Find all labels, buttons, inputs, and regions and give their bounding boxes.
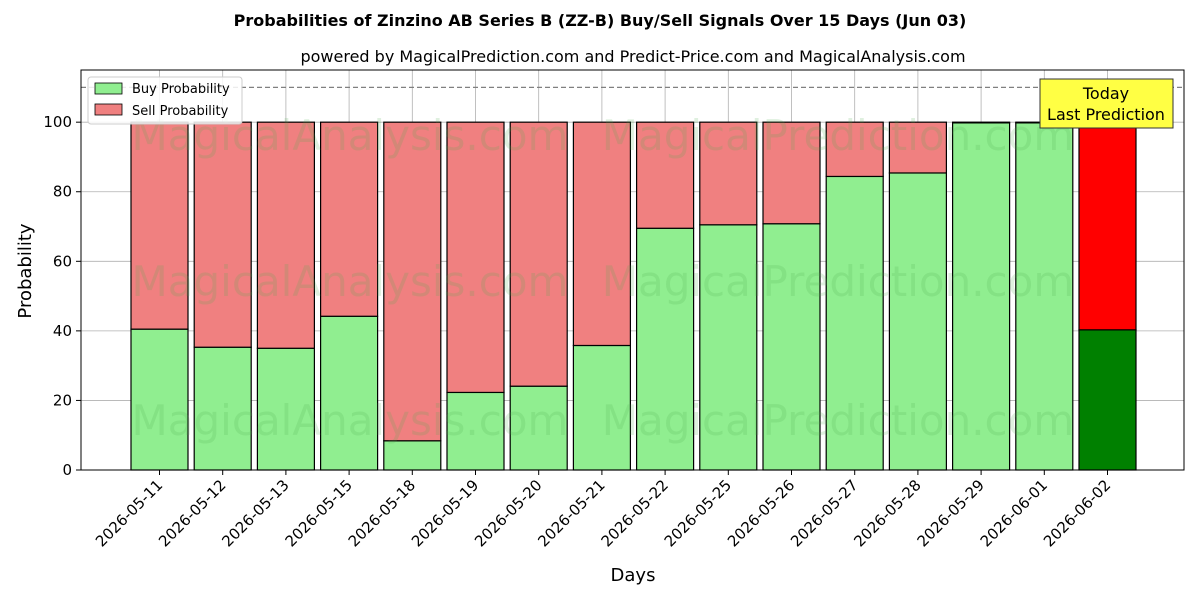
annotation-line-2: Last Prediction (1047, 105, 1165, 124)
x-tick-label-0: 2026-05-11 (92, 476, 166, 550)
watermarks: MagicalAnalysis.com MagicalPrediction.com… (132, 111, 1075, 445)
y-tick-label-3: 60 (53, 252, 72, 270)
bar-sell-2026-05-25 (699, 121, 758, 226)
y-tick-label-2: 40 (53, 322, 72, 340)
bar-buy-2026-05-19 (446, 391, 505, 471)
watermark-left-1: MagicalAnalysis.com (132, 257, 569, 306)
bars (130, 121, 1137, 471)
x-tick-label-9: 2026-05-25 (661, 476, 735, 550)
legend: Buy Probability Sell Probability (87, 76, 243, 125)
bar-buy-2026-05-18 (383, 440, 442, 471)
bar-buy-2026-06-01 (1015, 122, 1074, 471)
bar-sell-2026-05-20 (509, 121, 568, 387)
y-tick-label-5: 100 (43, 113, 72, 131)
legend-swatch-sell (94, 103, 123, 116)
y-tick-label-1: 20 (53, 391, 72, 409)
bar-buy-2026-05-25 (699, 224, 758, 471)
x-tick-label-14: 2026-06-01 (977, 476, 1051, 550)
bar-sell-2026-05-13 (256, 121, 315, 349)
legend-label-sell: Sell Probability (132, 104, 229, 119)
bar-buy-2026-05-22 (635, 227, 695, 471)
today-annotation: Today Last Prediction (1039, 78, 1174, 129)
x-tick-label-2: 2026-05-13 (218, 476, 292, 550)
x-tick-label-11: 2026-05-27 (787, 476, 861, 550)
bar-sell-2026-05-11 (130, 121, 189, 330)
x-tick-label-5: 2026-05-19 (408, 476, 482, 550)
x-tick-label-13: 2026-05-29 (914, 476, 988, 550)
bar-buy-2026-05-21 (572, 344, 632, 471)
bar-buy-2026-06-02 (1078, 329, 1137, 471)
watermark-right-1: MagicalPrediction.com (602, 257, 1075, 306)
bar-sell-2026-05-19 (446, 121, 505, 394)
annotation-line-1: Today (1082, 84, 1129, 103)
legend-label-buy: Buy Probability (132, 82, 230, 97)
watermark-right-0: MagicalPrediction.com (602, 111, 1075, 160)
x-tick-label-1: 2026-05-12 (155, 476, 229, 550)
x-tick-label-3: 2026-05-15 (282, 476, 356, 550)
bar-buy-2026-05-26 (762, 223, 821, 471)
bar-buy-2026-05-12 (193, 346, 252, 471)
watermark-right-2: MagicalPrediction.com (602, 396, 1075, 445)
y-tick-label-4: 80 (53, 183, 72, 201)
legend-swatch-buy (94, 82, 123, 95)
chart-subtitle: powered by MagicalPrediction.com and Pre… (300, 47, 965, 66)
chart-title: Probabilities of Zinzino AB Series B (ZZ… (234, 11, 967, 30)
x-tick-label-6: 2026-05-20 (471, 476, 545, 550)
x-tick-label-4: 2026-05-18 (345, 476, 419, 550)
watermark-left-2: MagicalAnalysis.com (132, 396, 569, 445)
bar-buy-2026-05-20 (509, 385, 568, 471)
bar-sell-2026-05-29 (951, 121, 1011, 124)
x-axis-label: Days (611, 565, 656, 586)
bar-sell-2026-05-21 (572, 121, 632, 347)
bar-sell-2026-05-15 (320, 121, 379, 317)
bar-sell-2026-06-02 (1078, 121, 1137, 331)
bar-sell-2026-05-27 (825, 121, 884, 178)
bar-sell-2026-05-22 (635, 121, 695, 229)
y-tick-label-0: 0 (62, 461, 72, 479)
x-axis: 2026-05-112026-05-122026-05-132026-05-15… (92, 470, 1114, 550)
x-tick-label-7: 2026-05-21 (534, 476, 608, 550)
bar-sell-2026-05-18 (383, 121, 442, 442)
bar-buy-2026-05-15 (320, 315, 379, 471)
annotation-box (1039, 78, 1174, 129)
bar-buy-2026-05-28 (888, 172, 948, 471)
bar-buy-2026-05-27 (825, 175, 884, 471)
y-axis: 0 20 40 60 80 100 (43, 113, 81, 479)
bar-sell-2026-05-26 (762, 121, 821, 225)
bar-buy-2026-05-13 (256, 347, 315, 471)
x-tick-label-15: 2026-06-02 (1040, 476, 1114, 550)
x-tick-label-8: 2026-05-22 (598, 476, 672, 550)
bar-sell-2026-05-28 (888, 121, 948, 174)
plot-frame (80, 69, 1185, 471)
y-axis-label: Probability (15, 223, 36, 318)
x-tick-label-12: 2026-05-28 (850, 476, 924, 550)
x-tick-label-10: 2026-05-26 (724, 476, 798, 550)
